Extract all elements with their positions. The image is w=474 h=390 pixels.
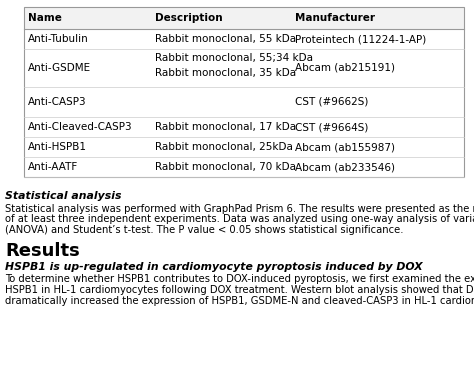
Text: HSPB1 is up-regulated in cardiomyocyte pyroptosis induced by DOX: HSPB1 is up-regulated in cardiomyocyte p…: [5, 262, 423, 271]
Text: Abcam (ab155987): Abcam (ab155987): [295, 142, 395, 152]
Text: Rabbit monoclonal, 17 kDa: Rabbit monoclonal, 17 kDa: [155, 122, 296, 132]
Bar: [24, 7, 464, 29]
Text: CST (#9662S): CST (#9662S): [295, 97, 368, 107]
Text: Anti-AATF: Anti-AATF: [28, 162, 78, 172]
Text: Anti-Tubulin: Anti-Tubulin: [28, 34, 89, 44]
Text: Abcam (ab233546): Abcam (ab233546): [295, 162, 395, 172]
Text: Name: Name: [28, 13, 62, 23]
Text: Abcam (ab215191): Abcam (ab215191): [295, 63, 395, 73]
Text: Description: Description: [155, 13, 223, 23]
Text: Rabbit monoclonal, 55 kDa: Rabbit monoclonal, 55 kDa: [155, 34, 296, 44]
Text: To determine whether HSPB1 contributes to DOX-induced pyroptosis, we first exami: To determine whether HSPB1 contributes t…: [5, 275, 474, 284]
Text: Anti-CASP3: Anti-CASP3: [28, 97, 87, 107]
Text: Statistical analysis: Statistical analysis: [5, 191, 121, 201]
Text: of at least three independent experiments. Data was analyzed using one-way analy: of at least three independent experiment…: [5, 215, 474, 225]
Text: Proteintech (11224-1-AP): Proteintech (11224-1-AP): [295, 34, 426, 44]
Text: dramatically increased the expression of HSPB1, GSDME-N and cleaved-CASP3 in HL-: dramatically increased the expression of…: [5, 296, 474, 305]
Text: Rabbit monoclonal, 35 kDa: Rabbit monoclonal, 35 kDa: [155, 68, 296, 78]
Text: (ANOVA) and Student’s t-test. The P value < 0.05 shows statistical significance.: (ANOVA) and Student’s t-test. The P valu…: [5, 225, 403, 235]
Bar: [24, 7, 464, 177]
Text: CST (#9664S): CST (#9664S): [295, 122, 368, 132]
Text: Rabbit monoclonal, 25kDa: Rabbit monoclonal, 25kDa: [155, 142, 293, 152]
Text: Rabbit monoclonal, 55;34 kDa: Rabbit monoclonal, 55;34 kDa: [155, 53, 313, 63]
Text: Anti-Cleaved-CASP3: Anti-Cleaved-CASP3: [28, 122, 133, 132]
Text: HSPB1 in HL-1 cardiomyocytes following DOX treatment. Western blot analysis show: HSPB1 in HL-1 cardiomyocytes following D…: [5, 285, 474, 295]
Text: Rabbit monoclonal, 70 kDa: Rabbit monoclonal, 70 kDa: [155, 162, 296, 172]
Text: Manufacturer: Manufacturer: [295, 13, 375, 23]
Text: Anti-GSDME: Anti-GSDME: [28, 63, 91, 73]
Text: Results: Results: [5, 243, 80, 261]
Text: Statistical analysis was performed with GraphPad Prism 6. The results were prese: Statistical analysis was performed with …: [5, 204, 474, 214]
Text: Anti-HSPB1: Anti-HSPB1: [28, 142, 87, 152]
